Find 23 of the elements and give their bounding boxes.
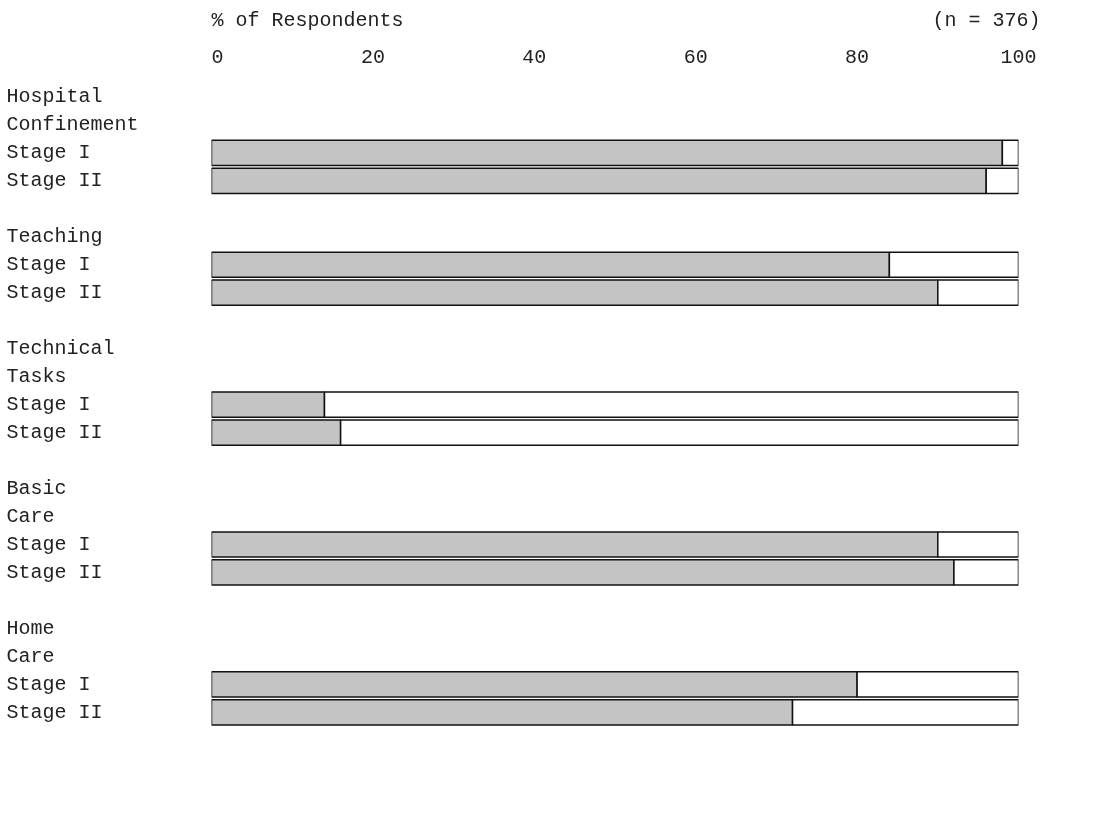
x-tick-label: 20 xyxy=(360,45,385,69)
x-tick-label: 100 xyxy=(1000,45,1037,69)
y-tick-label: Stage I xyxy=(6,532,91,556)
y-tick-label: Stage I xyxy=(6,141,91,165)
x-axis-title: % of Respondents xyxy=(211,9,404,33)
y-tick-label: Stage I xyxy=(6,393,91,417)
y-tick-label: Teaching xyxy=(6,225,103,249)
x-tick-label: 40 xyxy=(522,45,547,69)
y-tick-label: Basic Care xyxy=(6,477,67,528)
x-tick-label: 80 xyxy=(845,45,870,69)
y-tick-label: Stage II xyxy=(6,281,103,305)
x-tick-label: 0 xyxy=(211,45,224,69)
y-tick-label: Stage II xyxy=(6,169,103,193)
y-tick-label: Stage II xyxy=(6,560,103,584)
y-tick-label: Stage I xyxy=(6,672,91,696)
y-tick-label: Home Care xyxy=(6,616,55,668)
y-tick-label: Stage I xyxy=(6,253,91,277)
x-tick-label: 60 xyxy=(683,45,708,69)
y-tick-label: Hospital Confinement xyxy=(6,85,139,137)
text: (n = 376) xyxy=(932,9,1041,33)
y-tick-label: Stage II xyxy=(6,421,103,445)
y-tick-label: Stage II xyxy=(6,700,103,724)
y-tick-label: Technical Tasks xyxy=(6,337,115,389)
